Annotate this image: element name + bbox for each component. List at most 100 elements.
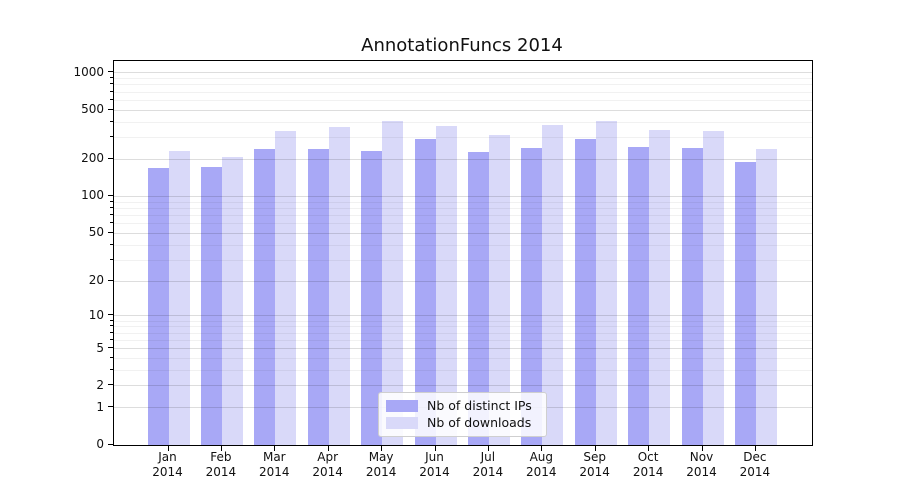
y-tick-label-20: 20 [88,273,104,288]
y-minor-tick-900 [110,77,113,79]
x-tick-oct [648,446,650,451]
legend-item-distinct-ips: Nb of distinct IPs [386,399,546,412]
x-tick-apr [327,446,329,451]
y-minor-tick-80 [110,206,113,208]
legend-swatch-distinct-ips [386,399,418,412]
gridline-y-minor-600 [114,99,812,101]
y-tick-0 [108,443,113,445]
x-tick-year-jan: 2014 [152,465,183,479]
y-tick-label-500: 500 [81,102,104,117]
chart-title: AnnotationFuncs 2014 [361,35,563,56]
gridline-y-100 [114,195,812,197]
bar-distinct-ips-dec [734,162,756,445]
x-tick-sep [594,446,596,451]
x-tick-aug [541,446,543,451]
bar-distinct-ips-sep [574,138,596,445]
x-tick-year-aug: 2014 [526,465,557,479]
bar-downloads-apr [328,126,350,445]
x-tick-label-jul: Jul [480,450,496,464]
legend-label-distinct-ips: Nb of distinct IPs [427,398,532,413]
gridline-y-1000 [114,72,812,74]
y-tick-50 [108,231,113,233]
x-tick-jun [434,446,436,451]
gridline-y-minor-9 [114,320,812,322]
y-minor-tick-700 [110,90,113,92]
legend-label-downloads: Nb of downloads [427,415,532,430]
x-tick-year-feb: 2014 [205,465,237,479]
gridline-y-20 [114,280,812,282]
x-tick-year-jul: 2014 [472,465,504,479]
gridline-y-minor-400 [114,121,812,123]
x-tick-label-nov: Nov [689,450,714,464]
bar-distinct-ips-apr [307,148,329,445]
bar-distinct-ips-jul [467,151,489,445]
x-tick-year-sep: 2014 [579,465,610,479]
y-minor-tick-4 [110,356,113,358]
x-tick-label-may: May [368,450,394,464]
gridline-y-minor-30 [114,259,812,261]
gridline-y-minor-3 [114,369,812,371]
y-minor-tick-3 [110,368,113,370]
y-minor-tick-60 [110,222,113,224]
x-tick-year-mar: 2014 [259,465,290,479]
y-tick-500 [108,108,113,110]
y-tick-20 [108,279,113,281]
legend-swatch-downloads [386,416,418,429]
x-tick-year-jun: 2014 [419,465,450,479]
gridline-y-minor-4 [114,357,812,359]
y-minor-tick-800 [110,83,113,85]
y-minor-tick-8 [110,325,113,327]
x-tick-year-may: 2014 [365,465,397,479]
x-tick-label-oct: Oct [637,450,659,464]
gridline-y-50 [114,232,812,234]
bar-distinct-ips-mar [254,149,276,445]
x-tick-dec [754,446,756,451]
gridline-y-minor-900 [114,78,812,80]
y-minor-tick-400 [110,120,113,122]
gridline-y-minor-80 [114,207,812,209]
gridline-y-minor-700 [114,91,812,93]
bar-distinct-ips-oct [628,147,650,445]
y-minor-tick-40 [110,243,113,245]
x-tick-label-apr: Apr [317,450,339,464]
gridline-y-10 [114,315,812,317]
x-tick-year-nov: 2014 [686,465,717,479]
gridline-y-minor-40 [114,244,812,246]
gridline-y-500 [114,109,812,111]
x-tick-label-aug: Aug [529,450,554,464]
x-tick-mar [274,446,276,451]
y-minor-tick-30 [110,258,113,260]
bar-downloads-feb [221,156,243,445]
gridline-y-2 [114,385,812,387]
y-minor-tick-300 [110,136,113,138]
y-minor-tick-70 [110,213,113,215]
y-tick-label-0: 0 [96,437,104,451]
x-tick-label-mar: Mar [262,450,286,464]
y-minor-tick-9 [110,319,113,321]
x-tick-label-dec: Dec [743,450,767,464]
y-tick-label-1000: 1000 [73,64,104,79]
bar-downloads-sep [595,120,617,445]
y-tick-5 [108,347,113,348]
bar-distinct-ips-jan [147,168,169,445]
gridline-y-5 [114,348,812,349]
x-tick-year-apr: 2014 [312,465,343,479]
y-tick-label-10: 10 [88,307,104,322]
y-tick-label-100: 100 [81,188,104,203]
bar-downloads-dec [755,149,777,445]
y-tick-label-1: 1 [96,399,104,414]
bar-downloads-mar [275,131,297,445]
y-minor-tick-90 [110,200,113,202]
y-tick-1000 [108,71,113,73]
y-tick-100 [108,194,113,196]
x-tick-label-feb: Feb [210,450,232,464]
gridline-y-minor-8 [114,326,812,328]
bar-downloads-aug [542,125,564,445]
gridline-y-minor-70 [114,214,812,216]
legend-item-downloads: Nb of downloads [386,416,546,429]
y-tick-label-50: 50 [88,225,104,240]
x-tick-feb [220,446,222,451]
plot-area [113,60,813,446]
legend: Nb of distinct IPs Nb of downloads [378,392,547,437]
bar-downloads-nov [702,130,724,445]
